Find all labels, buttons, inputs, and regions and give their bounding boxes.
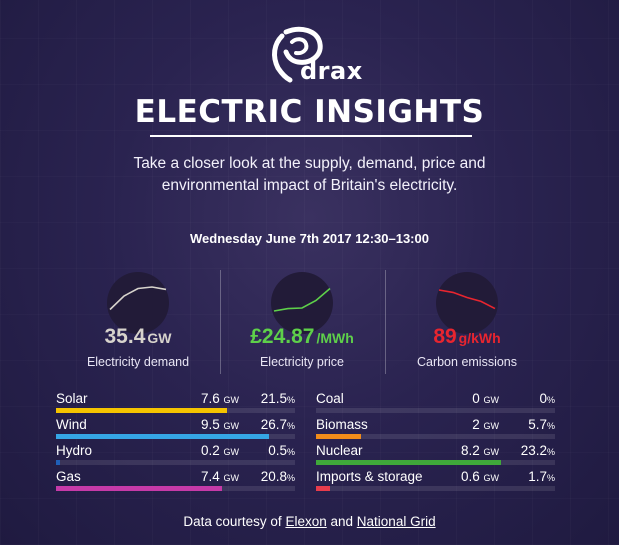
generation-row-imports-storage[interactable]: Imports & storage 0.6 GW 1.7%	[316, 468, 555, 494]
share-bar-track	[316, 408, 555, 413]
source-name: Imports & storage	[316, 469, 423, 484]
source-name: Nuclear	[316, 443, 363, 458]
credits-and: and	[330, 514, 354, 529]
generation-list-right: Coal 0 GW 0% Biomass 2 GW 5.7% Nuclear 8…	[316, 390, 555, 494]
generation-row-biomass[interactable]: Biomass 2 GW 5.7%	[316, 416, 555, 442]
carbon-unit: g/kWh	[458, 330, 501, 346]
share-bar-track	[316, 486, 555, 491]
demand-unit: GW	[147, 330, 172, 346]
demand-sparkline-icon	[109, 286, 167, 311]
source-gw: 0 GW	[472, 391, 499, 406]
source-name: Wind	[56, 417, 87, 432]
price-sparkline-icon	[273, 287, 331, 312]
metric-electricity-demand[interactable]: 35.4 GW Electricity demand	[58, 266, 218, 376]
source-name: Hydro	[56, 443, 93, 458]
source-percent: 26.7%	[260, 417, 295, 432]
share-bar-track	[56, 460, 295, 465]
share-bar-fill	[316, 486, 330, 491]
source-gw: 0.2 GW	[200, 443, 239, 458]
elexon-link[interactable]: Elexon	[285, 514, 327, 529]
demand-number: 35.4	[104, 325, 146, 348]
source-percent: 23.2%	[520, 443, 555, 458]
drax-logo-text: drax	[300, 57, 363, 85]
credits-prefix: Data courtesy of	[183, 514, 282, 529]
carbon-number: 89	[433, 325, 457, 348]
share-bar-fill	[56, 434, 269, 439]
source-gw: 9.5 GW	[200, 417, 239, 432]
source-name: Coal	[316, 391, 344, 406]
price-sparkline-line	[273, 287, 331, 312]
price-number: £24.87	[250, 325, 315, 348]
share-bar-fill	[56, 408, 228, 413]
source-percent: 20.8%	[260, 469, 295, 484]
price-label: Electricity price	[259, 355, 345, 369]
share-bar-track	[56, 408, 295, 413]
share-bar-fill	[56, 486, 222, 491]
share-bar-track	[316, 434, 555, 439]
title-underline	[150, 135, 472, 137]
metric-divider	[385, 270, 386, 374]
source-percent: 1.7%	[528, 469, 555, 484]
metric-carbon-emissions[interactable]: 89 g/kWh Carbon emissions	[387, 266, 547, 376]
price-sparkline-background	[271, 272, 333, 334]
source-percent: 0.5%	[268, 443, 295, 458]
source-gw: 2 GW	[472, 417, 499, 432]
generation-row-gas[interactable]: Gas 7.4 GW 20.8%	[56, 468, 295, 494]
share-bar-track	[56, 486, 295, 491]
page-title: ELECTRIC INSIGHTS	[134, 94, 485, 130]
intro-text: Take a closer look at the supply, demand…	[133, 155, 486, 194]
source-name: Biomass	[316, 417, 368, 432]
date-time-period: Wednesday June 7th 2017 12:30–13:00	[190, 231, 429, 246]
carbon-value: 89 g/kWh	[387, 325, 547, 349]
generation-row-solar[interactable]: Solar 7.6 GW 21.5%	[56, 390, 295, 416]
carbon-sparkline-background	[436, 272, 498, 334]
share-bar-fill	[56, 460, 60, 465]
share-bar-track	[56, 434, 295, 439]
national-grid-link[interactable]: National Grid	[356, 514, 436, 529]
source-gw: 8.2 GW	[460, 443, 499, 458]
share-bar-fill	[316, 460, 501, 465]
demand-label: Electricity demand	[86, 355, 190, 369]
drax-logo-icon	[272, 26, 323, 83]
source-percent: 0%	[539, 391, 555, 406]
generation-row-coal[interactable]: Coal 0 GW 0%	[316, 390, 555, 416]
data-credits: Data courtesy of Elexon and National Gri…	[0, 514, 619, 529]
source-gw: 7.4 GW	[200, 469, 239, 484]
share-bar-fill	[316, 434, 362, 439]
generation-row-nuclear[interactable]: Nuclear 8.2 GW 23.2%	[316, 442, 555, 468]
metric-divider	[220, 270, 221, 374]
source-gw: 0.6 GW	[460, 469, 499, 484]
source-percent: 21.5%	[260, 391, 295, 406]
generation-row-wind[interactable]: Wind 9.5 GW 26.7%	[56, 416, 295, 442]
metric-electricity-price[interactable]: £24.87/MWh Electricity price	[222, 266, 382, 376]
generation-list-left: Solar 7.6 GW 21.5% Wind 9.5 GW 26.7% Hyd…	[56, 390, 295, 494]
share-bar-track	[316, 460, 555, 465]
demand-value: 35.4 GW	[58, 325, 218, 349]
carbon-label: Carbon emissions	[416, 355, 518, 369]
generation-row-hydro[interactable]: Hydro 0.2 GW 0.5%	[56, 442, 295, 468]
source-gw: 7.6 GW	[200, 391, 239, 406]
carbon-sparkline-icon	[438, 289, 496, 310]
price-value: £24.87/MWh	[222, 325, 382, 349]
source-name: Solar	[56, 391, 88, 406]
price-unit: /MWh	[316, 330, 354, 346]
carbon-sparkline-line	[438, 289, 496, 310]
demand-sparkline-line	[109, 286, 167, 311]
source-name: Gas	[56, 469, 81, 484]
source-percent: 5.7%	[528, 417, 555, 432]
